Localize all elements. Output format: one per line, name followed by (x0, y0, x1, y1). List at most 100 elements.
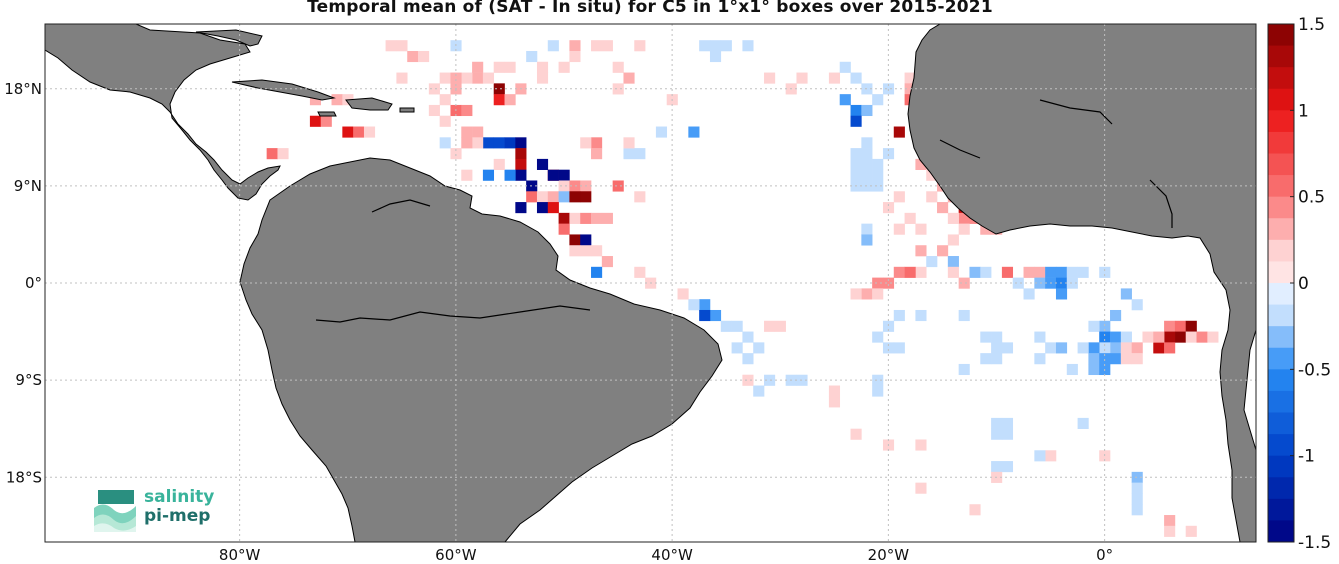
colorbar-segment (1268, 347, 1294, 370)
anomaly-cell (623, 137, 635, 149)
anomaly-cell (958, 309, 970, 322)
anomaly-cell (1153, 331, 1165, 343)
anomaly-cell (947, 234, 959, 246)
anomaly-cell (580, 212, 592, 224)
anomaly-cell (580, 137, 592, 149)
anomaly-cell (472, 72, 484, 84)
anomaly-cell (342, 126, 354, 138)
anomaly-cell (612, 180, 624, 192)
anomaly-cell (461, 126, 473, 138)
logo-waves-icon (94, 490, 136, 532)
anomaly-cell (526, 50, 538, 63)
land-cuba (231, 79, 336, 101)
anomaly-cell (839, 94, 851, 106)
anomaly-cell (1088, 363, 1100, 376)
colorbar-segment (1268, 304, 1294, 327)
anomaly-cell (472, 126, 484, 138)
anomaly-cell (493, 137, 505, 149)
river-senegal (939, 139, 981, 159)
anomaly-cell (601, 40, 613, 52)
anomaly-cell (1110, 309, 1122, 322)
anomaly-cell (720, 320, 732, 332)
colorbar-segment (1268, 88, 1294, 111)
anomaly-cell (861, 169, 873, 181)
anomaly-cell (569, 191, 581, 203)
anomaly-cell (1120, 331, 1132, 343)
anomaly-cell (1034, 353, 1046, 365)
anomaly-cell (504, 61, 516, 73)
anomaly-cell (439, 94, 451, 106)
anomaly-cell (991, 353, 1003, 365)
anomaly-cell (893, 309, 905, 322)
anomaly-cell (904, 266, 916, 278)
anomaly-cell (536, 191, 549, 203)
anomaly-cell (504, 94, 516, 106)
colorbar-segment (1268, 110, 1294, 133)
anomaly-cell (699, 299, 711, 311)
anomaly-cell (569, 212, 581, 224)
anomaly-cell (1034, 277, 1046, 289)
anomaly-cell (1023, 288, 1035, 300)
colorbar-segment (1268, 131, 1294, 154)
land-jamaica (317, 111, 337, 117)
anomaly-cell (1099, 342, 1111, 354)
anomaly-cell (796, 72, 808, 84)
axis-labels: 80°W 60°W 40°W 20°W 0° 18°N 9°N 0° 9°S 18°S (4, 80, 1113, 564)
colorbar-segment (1268, 369, 1294, 392)
anomaly-cell (536, 158, 549, 170)
anomaly-cell (872, 169, 884, 181)
anomaly-cell (850, 148, 862, 160)
anomaly-cell (915, 245, 927, 257)
anomaly-cell (1099, 331, 1111, 343)
anomaly-cell (493, 61, 505, 73)
anomaly-cell (1164, 320, 1176, 332)
anomaly-cell (277, 148, 289, 160)
longitude-tick-label: 0° (1096, 546, 1113, 564)
anomaly-cell (688, 299, 700, 311)
anomaly-cell (536, 61, 549, 73)
anomaly-cell (1196, 331, 1208, 343)
anomaly-cell (980, 223, 992, 235)
anomaly-cell (591, 266, 603, 278)
anomaly-cell (309, 94, 322, 106)
anomaly-cell (1001, 342, 1014, 354)
anomaly-cell (699, 309, 711, 322)
anomaly-cell (1164, 525, 1176, 537)
anomaly-cell (439, 137, 451, 149)
anomaly-cell (904, 212, 916, 224)
anomaly-cell (591, 245, 603, 257)
anomaly-cell (764, 72, 776, 84)
anomaly-cell (547, 40, 559, 52)
colorbar-segment (1268, 326, 1294, 349)
anomaly-cell (980, 353, 992, 365)
anomaly-cell (742, 353, 754, 365)
anomaly-cell (1131, 342, 1143, 354)
anomaly-cell (655, 126, 668, 138)
anomaly-cell (991, 342, 1003, 354)
anomaly-cell (1164, 342, 1176, 354)
anomaly-cell (947, 256, 959, 268)
anomaly-cell (774, 320, 786, 332)
colorbar-segment (1268, 24, 1294, 46)
anomaly-cell (1066, 266, 1078, 278)
salinity-pi-mep-logo: salinity pi-mep (92, 488, 232, 536)
anomaly-cell (1088, 320, 1100, 332)
anomaly-cell (558, 223, 570, 235)
anomaly-cell (731, 320, 743, 332)
anomaly-cell (591, 40, 603, 52)
anomaly-cell (882, 320, 895, 332)
colorbar-tick-label: 1 (1298, 101, 1309, 121)
anomaly-cell (461, 72, 473, 84)
anomaly-cell (915, 309, 927, 322)
land-north-america (45, 24, 281, 201)
anomaly-cell (882, 277, 895, 289)
anomaly-cell (634, 40, 646, 52)
anomaly-cell (969, 266, 981, 278)
anomaly-cell (872, 180, 884, 192)
anomaly-cell (1099, 266, 1111, 278)
latitude-tick-label: 0° (25, 274, 42, 292)
anomaly-cell (753, 342, 765, 354)
colorbar-segment (1268, 390, 1294, 413)
anomaly-cell (461, 137, 473, 149)
anomaly-cell (709, 309, 722, 322)
